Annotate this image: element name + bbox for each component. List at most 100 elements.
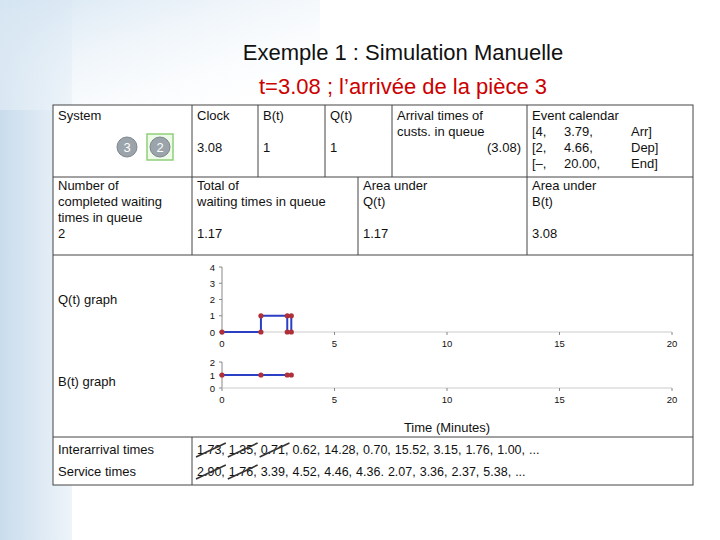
- point: [258, 313, 263, 318]
- event-field: 4.66,: [564, 140, 593, 155]
- y-tick: [219, 267, 222, 268]
- header: Arrival times of: [397, 108, 483, 123]
- event-field: Arr]: [631, 124, 652, 139]
- strike: [228, 465, 258, 479]
- input-sequence: Service times2.90,1.76,3.39,4.52,4.46,4.…: [58, 464, 526, 479]
- event-field: 3.79,: [564, 124, 593, 139]
- col-rule: [192, 105, 193, 177]
- point: [219, 372, 224, 377]
- sequence-item: 4.36.: [356, 465, 384, 479]
- sequence-item: 3.39,: [261, 465, 289, 479]
- series-line: [222, 316, 291, 332]
- sequence-item: 1.76,: [465, 443, 493, 457]
- chart: B(t) graph01205101520Time (Minutes): [58, 357, 677, 436]
- event-field: End]: [631, 156, 658, 171]
- sequence-item: 2.37,: [452, 465, 480, 479]
- value: 1: [330, 140, 337, 155]
- x-axis-label: Time (Minutes): [404, 420, 490, 435]
- x-tick: [559, 388, 560, 391]
- value: (3.08): [487, 140, 521, 155]
- plot-area: [219, 313, 294, 334]
- customer: [150, 137, 170, 157]
- slide: Exemple 1 : Simulation Manuelle t=3.08 ; …: [0, 0, 720, 540]
- value: 3.08: [532, 226, 557, 241]
- col-rule: [325, 105, 326, 177]
- value: 3.08: [197, 140, 222, 155]
- y-tick-label: 0: [210, 383, 215, 394]
- chart: Q(t) graph0123405101520: [58, 262, 677, 350]
- server: [147, 134, 173, 160]
- value: 1: [263, 140, 270, 155]
- y-tick-label: 3: [210, 278, 215, 289]
- header: waiting times in queue: [196, 194, 326, 209]
- x-tick: [334, 332, 335, 335]
- x-tick: [222, 388, 223, 391]
- strike: [260, 443, 290, 457]
- title: Exemple 1 : Simulation Manuelle: [243, 40, 563, 65]
- y-tick: [219, 299, 222, 300]
- value: 1.17: [363, 226, 388, 241]
- value: 1.17: [197, 226, 222, 241]
- row-rule: [53, 437, 693, 438]
- header: completed waiting: [58, 194, 162, 209]
- customer: [117, 137, 137, 157]
- x-tick-label: 10: [442, 394, 453, 405]
- sequence-item: 1.73,: [197, 443, 225, 457]
- x-tick: [447, 388, 448, 391]
- event-field: [–,: [532, 156, 546, 171]
- plot-area: [219, 372, 294, 377]
- chart-title: B(t) graph: [58, 374, 116, 389]
- col-rule: [527, 177, 528, 255]
- y-tick-label: 2: [210, 294, 215, 305]
- sequence-label: Interarrival times: [58, 442, 155, 457]
- sequence-item: 4.46,: [324, 465, 352, 479]
- sequence-item: 2.90,: [197, 465, 225, 479]
- x-tick-label: 5: [332, 394, 337, 405]
- point: [289, 313, 294, 318]
- table-frame: [53, 105, 693, 485]
- x-tick-label: 10: [442, 338, 453, 349]
- x-tick-label: 20: [667, 394, 678, 405]
- y-tick: [219, 362, 222, 363]
- header: Clock: [197, 108, 230, 123]
- sequence-item: 1.76,: [229, 465, 257, 479]
- y-tick-label: 0: [210, 327, 215, 338]
- col-rule: [392, 105, 393, 177]
- y-tick-label: 2: [210, 357, 215, 368]
- header: Q(t): [363, 194, 385, 209]
- event-field: Dep]: [631, 140, 658, 155]
- x-tick-label: 15: [554, 394, 565, 405]
- point: [289, 372, 294, 377]
- col-rule: [258, 105, 259, 177]
- sequence-item: 5.38,: [483, 465, 511, 479]
- x-tick: [334, 388, 335, 391]
- header: custs. in queue: [397, 124, 484, 139]
- point: [258, 329, 263, 334]
- input-sequence: Interarrival times1.73,1.35,0.71,0.62,14…: [58, 442, 539, 457]
- x-tick-label: 20: [667, 338, 678, 349]
- col-rule: [527, 105, 528, 177]
- x-tick: [447, 332, 448, 335]
- header: System: [58, 108, 101, 123]
- background: [0, 0, 720, 540]
- event-field: [2,: [532, 140, 546, 155]
- point: [219, 329, 224, 334]
- header: B(t): [532, 194, 553, 209]
- header: Q(t): [330, 108, 352, 123]
- point: [258, 372, 263, 377]
- header: Total of: [197, 178, 239, 193]
- x-tick-label: 0: [219, 394, 224, 405]
- sequence-item: 3.36,: [420, 465, 448, 479]
- subtitle: t=3.08 ; l’arrivée de la pièce 3: [259, 74, 547, 99]
- sequence-item: 1.00,: [497, 443, 525, 457]
- sequence-item: 4.52,: [292, 465, 320, 479]
- value: 2: [58, 226, 65, 241]
- strike: [196, 443, 226, 457]
- sequence-item: 14.28,: [324, 443, 359, 457]
- x-tick: [672, 332, 673, 335]
- series-line: [222, 374, 291, 376]
- x-tick: [559, 332, 560, 335]
- sequence-item: 0.70,: [363, 443, 391, 457]
- customer-id: 3: [123, 140, 130, 155]
- header: B(t): [263, 108, 284, 123]
